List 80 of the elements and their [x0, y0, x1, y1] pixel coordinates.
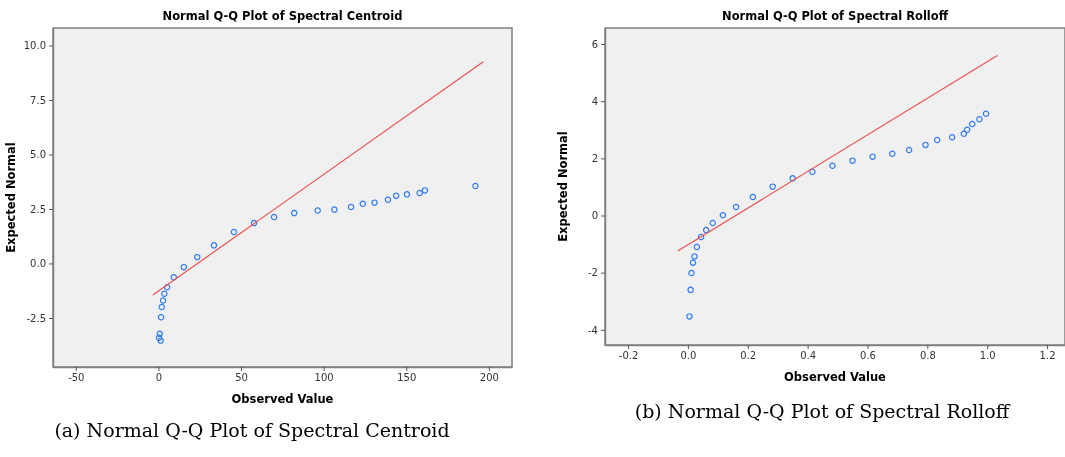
y-tick-label: 0.0 [30, 258, 46, 270]
x-tick-label: 0.8 [919, 350, 936, 362]
x-axis-title: Observed Value [231, 392, 334, 406]
point [472, 182, 479, 190]
y-axis-title: Expected Normal [556, 131, 570, 242]
text: (b) Normal Q-Q Plot of Spectral Rolloff [634, 400, 1011, 422]
x-tick-label: 1.2 [1039, 350, 1056, 362]
chart-title: Normal Q-Q Plot of Spectral Rolloff [722, 9, 949, 23]
y-tick-label: 7.5 [30, 94, 46, 106]
point [963, 126, 971, 133]
point [749, 193, 757, 201]
point [331, 206, 338, 213]
y-tick-label: -4 [588, 324, 598, 336]
point [416, 189, 423, 197]
point [732, 203, 740, 211]
point [158, 303, 165, 311]
point [347, 203, 355, 211]
point [922, 141, 929, 149]
point [161, 290, 168, 297]
y-tick-label: 6 [591, 38, 598, 50]
y-tick-label: 2.5 [30, 203, 46, 215]
point [403, 191, 411, 198]
x-tick-label: 100 [314, 372, 334, 384]
y-tick-label: -2.5 [26, 312, 46, 324]
point [686, 313, 693, 320]
x-tick-label: 0.4 [800, 350, 817, 362]
y-tick-label: 2 [591, 153, 598, 165]
x-tick-label: 200 [479, 372, 499, 384]
point [889, 150, 896, 158]
point [371, 199, 378, 206]
point [849, 157, 856, 164]
point [421, 187, 429, 194]
point [688, 269, 695, 277]
point [968, 120, 976, 128]
point [159, 297, 167, 304]
x-tick-label: 1.0 [979, 350, 996, 362]
x-tick-label: 50 [235, 372, 248, 384]
point [976, 115, 983, 123]
point [719, 211, 727, 219]
point [270, 213, 278, 221]
y-tick-label: 5.0 [30, 149, 46, 161]
point [869, 153, 876, 160]
x-tick-label: -0.2 [618, 350, 639, 362]
x-tick-label: -50 [68, 372, 85, 384]
point [693, 243, 701, 251]
point [769, 183, 776, 190]
x-axis-title: Observed Value [784, 370, 887, 384]
x-tick-label: 150 [397, 372, 417, 384]
x-tick-label: 0.6 [860, 350, 876, 362]
point [829, 162, 836, 170]
y-tick-label: 4 [591, 95, 598, 107]
point [392, 192, 400, 199]
point [689, 259, 697, 266]
x-tick-label: 0.0 [680, 350, 697, 362]
point [157, 314, 165, 321]
chart-title: Normal Q-Q Plot of Spectral Centroid [162, 9, 403, 23]
point [933, 136, 941, 144]
text: (a) Normal Q-Q Plot of Spectral Centroid [54, 419, 450, 441]
point [230, 228, 238, 236]
y-tick-label: -2 [588, 267, 598, 279]
point [687, 286, 694, 294]
point [709, 219, 716, 227]
point [359, 200, 367, 207]
point [156, 330, 163, 338]
x-tick-label: 0 [155, 372, 163, 384]
y-axis-title: Expected Normal [4, 142, 18, 253]
point [691, 253, 698, 260]
point [210, 242, 218, 249]
point [290, 209, 298, 217]
point [384, 196, 392, 204]
x-tick-label: 0.2 [740, 350, 757, 362]
y-tick-label: 10.0 [23, 40, 46, 52]
point [905, 146, 913, 154]
point [948, 133, 956, 141]
point [982, 110, 990, 117]
point [809, 168, 816, 176]
point [194, 253, 201, 261]
point [314, 207, 321, 214]
y-tick-label: 0 [591, 210, 598, 222]
point [180, 263, 188, 271]
